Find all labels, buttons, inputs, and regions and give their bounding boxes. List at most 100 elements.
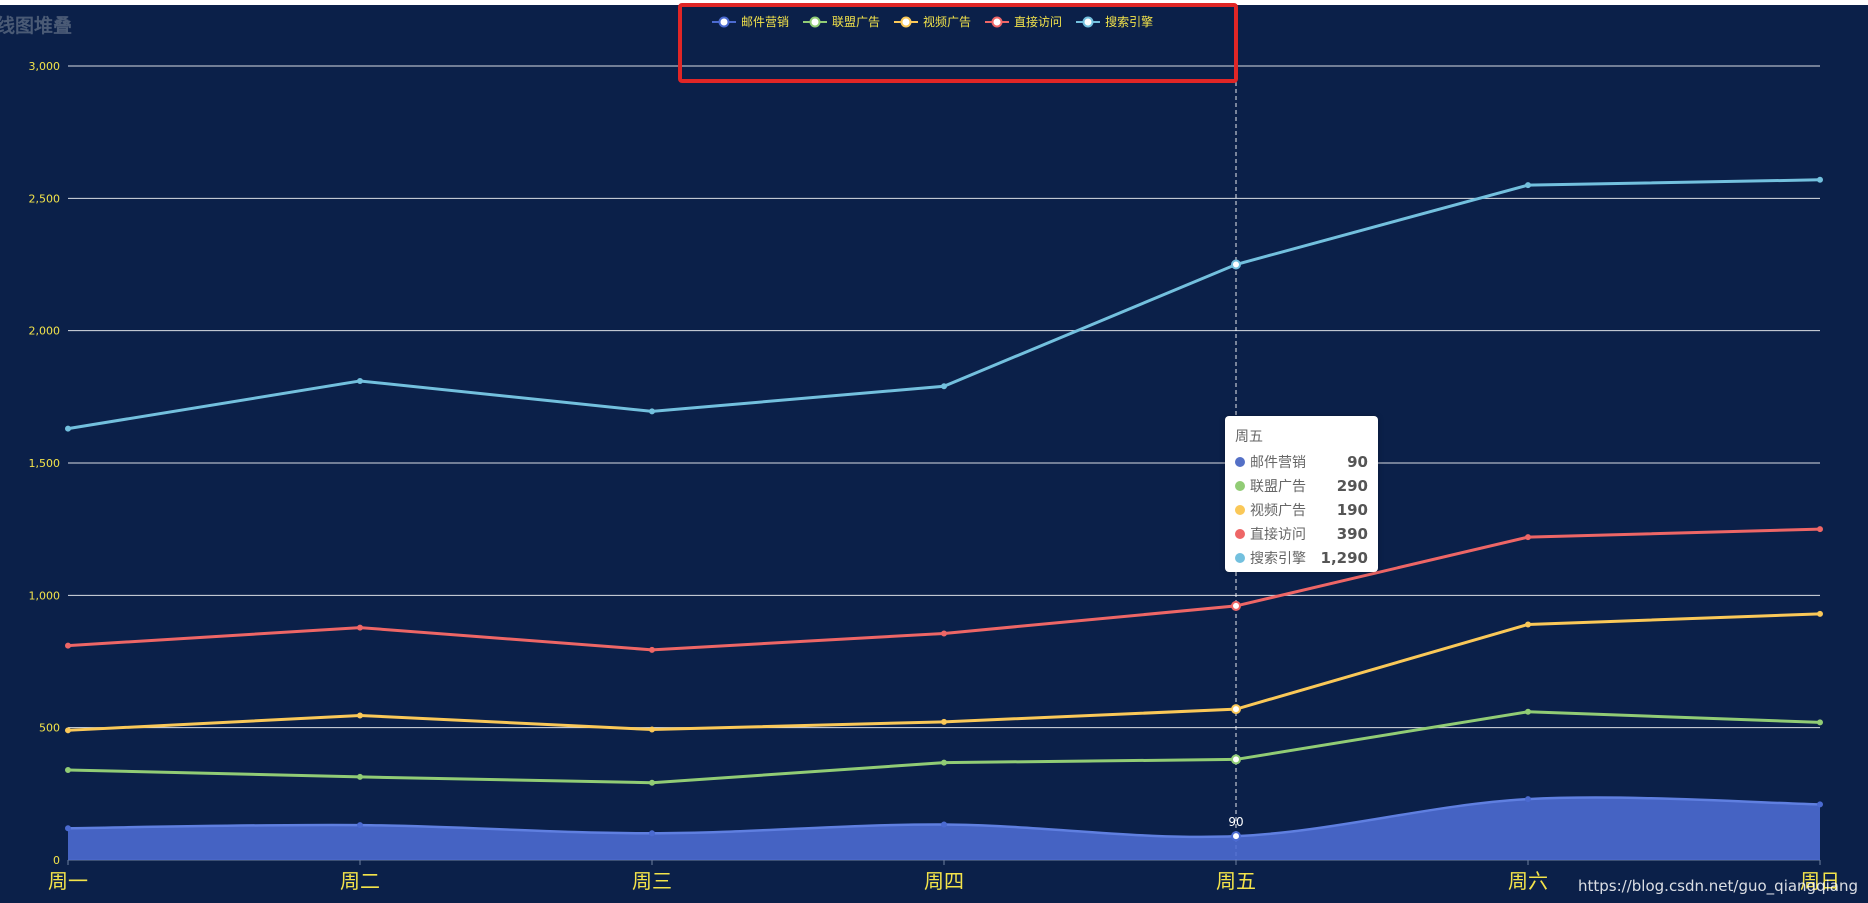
chart-title: 线图堆叠 — [0, 15, 73, 37]
data-point — [1231, 600, 1241, 611]
data-point — [65, 642, 71, 649]
chart-area: 线图堆叠 0 500 1,000 1,500 2,000 2,500 3,000 周一 周二 周三… — [0, 3, 1868, 903]
tooltip-row: 直接访问 390 — [1235, 522, 1368, 546]
legend-item[interactable]: 视频广告 — [894, 13, 971, 30]
data-point — [941, 759, 947, 766]
legend-label: 直接访问 — [1014, 15, 1063, 29]
data-point — [357, 377, 363, 384]
legend-item[interactable]: 联盟广告 — [803, 13, 880, 30]
chart-legend: 邮件营销 联盟广告 视频广告 直接访问 搜索引擎 — [712, 13, 1153, 30]
legend-swatch-icon — [803, 16, 828, 27]
data-point — [941, 630, 947, 637]
y-tick-label: 2,500 — [29, 192, 61, 205]
data-point — [941, 718, 947, 725]
data-point — [1525, 796, 1531, 803]
data-point — [649, 408, 655, 415]
data-point — [357, 624, 363, 631]
tooltip-series-name: 搜索引擎 — [1250, 551, 1306, 567]
data-point — [357, 822, 363, 829]
data-point — [357, 712, 363, 719]
x-tick-label: 周三 — [632, 869, 672, 893]
data-point — [1817, 176, 1823, 183]
data-point — [65, 727, 71, 734]
x-tick-label: 周一 — [48, 869, 88, 893]
tooltip-series-value: 390 — [1336, 525, 1368, 543]
data-point — [1525, 534, 1531, 541]
data-point — [649, 830, 655, 837]
tooltip-series-value: 190 — [1336, 501, 1368, 519]
legend-label: 联盟广告 — [832, 15, 881, 29]
data-point — [65, 425, 71, 432]
data-point — [1817, 526, 1823, 533]
series-dot-icon — [1235, 505, 1245, 515]
tooltip-series-name: 直接访问 — [1250, 527, 1306, 543]
data-point — [1817, 610, 1823, 617]
x-tick-label: 周日 — [1800, 869, 1840, 893]
tooltip-series-value: 1,290 — [1320, 549, 1368, 567]
series-3 — [65, 526, 1823, 653]
legend-item[interactable]: 直接访问 — [985, 13, 1062, 30]
chart-tooltip: 周五 邮件营销 90 联盟广告 290 视频广告 190 直接访问 390 搜索引擎 1,290 — [1225, 416, 1378, 572]
x-tick-label: 周五 — [1216, 869, 1256, 893]
series-dot-icon — [1235, 529, 1245, 539]
data-point — [1231, 259, 1241, 270]
legend-item[interactable]: 邮件营销 — [712, 13, 789, 30]
legend-swatch-icon — [985, 16, 1010, 27]
tooltip-row: 搜索引擎 1,290 — [1235, 546, 1368, 570]
legend-swatch-icon — [894, 16, 919, 27]
x-tick-label: 周六 — [1508, 869, 1548, 893]
data-point — [941, 821, 947, 828]
legend-item[interactable]: 搜索引擎 — [1076, 13, 1153, 30]
x-tick-label: 周四 — [924, 869, 964, 893]
data-point — [649, 646, 655, 653]
data-point — [65, 767, 71, 774]
tooltip-row: 视频广告 190 — [1235, 498, 1368, 522]
tooltip-series-name: 邮件营销 — [1250, 455, 1306, 471]
series-dot-icon — [1235, 481, 1245, 491]
data-point — [1525, 708, 1531, 715]
data-point — [1525, 182, 1531, 189]
tooltip-row: 邮件营销 90 — [1235, 450, 1368, 474]
series-dot-icon — [1235, 553, 1245, 563]
data-point — [1231, 831, 1241, 842]
y-tick-label: 1,000 — [29, 589, 61, 602]
series-2 — [65, 610, 1823, 734]
series-0 — [65, 796, 1823, 860]
data-point — [65, 825, 71, 832]
tooltip-rows: 邮件营销 90 联盟广告 290 视频广告 190 直接访问 390 搜索引擎 1,290 — [1235, 450, 1368, 570]
data-point — [1525, 621, 1531, 628]
y-tick-label: 3,000 — [29, 60, 61, 73]
legend-label: 搜索引擎 — [1105, 15, 1154, 29]
legend-swatch-icon — [712, 16, 736, 27]
y-tick-label: 1,500 — [29, 457, 61, 470]
data-point — [649, 779, 655, 786]
series-1 — [65, 708, 1823, 786]
data-point — [941, 383, 947, 390]
tooltip-row: 联盟广告 290 — [1235, 474, 1368, 498]
series-4 — [65, 176, 1823, 432]
data-point — [357, 773, 363, 780]
data-label: 90 — [1228, 815, 1243, 829]
series-area — [68, 797, 1820, 860]
series-line — [67, 178, 1821, 431]
y-tick-label: 2,000 — [29, 325, 61, 338]
data-point — [1231, 704, 1241, 715]
tooltip-series-name: 联盟广告 — [1250, 479, 1306, 495]
legend-swatch-icon — [1076, 16, 1101, 27]
line-chart[interactable]: 05001,0001,5002,0002,5003,000周一 周二 周三 周四 周五周… — [0, 5, 1868, 903]
legend-label: 邮件营销 — [741, 15, 790, 29]
y-tick-label: 0 — [53, 854, 60, 867]
legend-label: 视频广告 — [923, 15, 972, 29]
tooltip-series-value: 290 — [1336, 477, 1368, 495]
tooltip-title: 周五 — [1235, 429, 1263, 445]
data-point — [1231, 754, 1241, 765]
data-point — [1817, 719, 1823, 726]
data-point — [649, 726, 655, 733]
y-tick-label: 500 — [39, 722, 60, 735]
tooltip-series-value: 90 — [1347, 453, 1368, 471]
series-dot-icon — [1235, 457, 1245, 467]
x-tick-label: 周二 — [340, 869, 380, 893]
tooltip-series-name: 视频广告 — [1250, 503, 1306, 519]
data-point — [1817, 801, 1823, 808]
watermark-text: https://blog.csdn.net/guo_qiangqiang — [1578, 877, 1858, 895]
